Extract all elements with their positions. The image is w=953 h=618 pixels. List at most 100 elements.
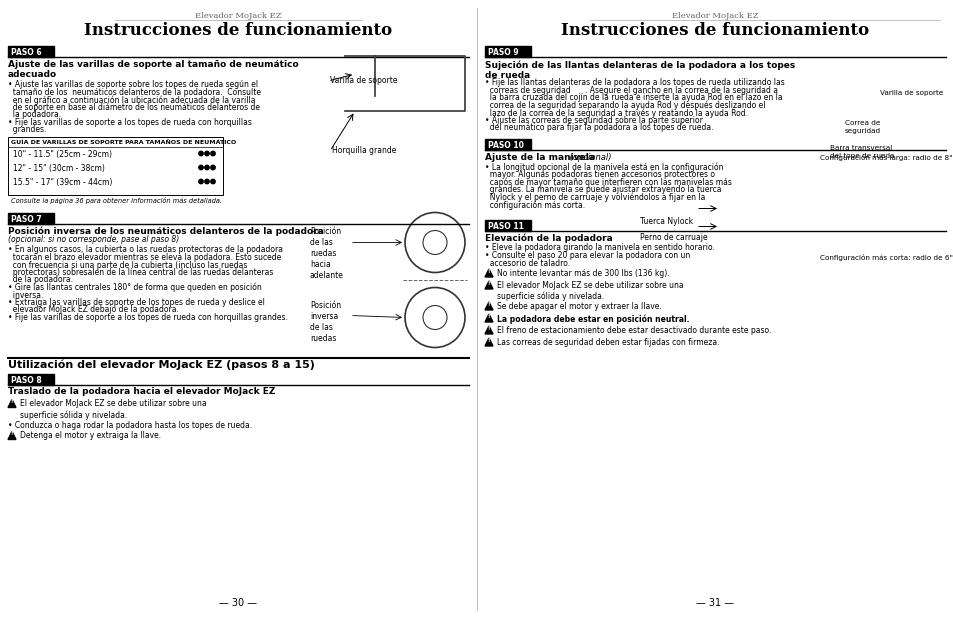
Text: • Eleve la podadora girando la manivela en sentido horario.: • Eleve la podadora girando la manivela … xyxy=(484,243,714,253)
Text: (opcional: si no corresponde, pase al paso 8): (opcional: si no corresponde, pase al pa… xyxy=(8,235,179,245)
Circle shape xyxy=(211,151,215,156)
Bar xyxy=(484,138,531,150)
Text: • Consulte el paso 20 para elevar la podadora con un: • Consulte el paso 20 para elevar la pod… xyxy=(484,251,690,260)
Bar xyxy=(8,373,54,384)
Text: • Extraíga las varillas de soporte de los topes de rueda y deslice el: • Extraíga las varillas de soporte de lo… xyxy=(8,298,265,307)
Text: El elevador MoJack EZ se debe utilizar sobre una
superficie sólida y nivelada.: El elevador MoJack EZ se debe utilizar s… xyxy=(497,281,683,301)
Text: Sujeción de las llantas delanteras de la podadora a los topes
de rueda: Sujeción de las llantas delanteras de la… xyxy=(484,60,795,80)
Text: grandes.: grandes. xyxy=(8,125,47,134)
Text: • La longitud opcional de la manivela está en la configuración: • La longitud opcional de la manivela es… xyxy=(484,163,722,172)
Circle shape xyxy=(211,179,215,184)
Text: Perno de carruaje: Perno de carruaje xyxy=(639,234,707,242)
Polygon shape xyxy=(484,281,493,289)
Text: Elevador MoJack EZ: Elevador MoJack EZ xyxy=(194,12,281,20)
Text: 10" - 11.5" (25cm - 29cm): 10" - 11.5" (25cm - 29cm) xyxy=(13,150,112,158)
Text: PASO 7: PASO 7 xyxy=(11,214,42,224)
Text: del neumático para fijar la podadora a los topes de rueda.: del neumático para fijar la podadora a l… xyxy=(484,123,713,132)
Polygon shape xyxy=(8,431,16,439)
Polygon shape xyxy=(484,338,493,346)
Text: (opcional): (opcional) xyxy=(566,153,611,161)
Text: !: ! xyxy=(487,338,490,343)
Text: • Gire las llantas centrales 180° de forma que queden en posición: • Gire las llantas centrales 180° de for… xyxy=(8,283,261,292)
Text: PASO 6: PASO 6 xyxy=(11,48,42,57)
Text: 12" - 15" (30cm - 38cm): 12" - 15" (30cm - 38cm) xyxy=(13,164,105,172)
Text: Horquilla grande: Horquilla grande xyxy=(332,146,395,155)
Text: Posición inversa de los neumáticos delanteros de la podadora: Posición inversa de los neumáticos delan… xyxy=(8,227,323,236)
Text: Varilla de soporte: Varilla de soporte xyxy=(330,76,397,85)
Circle shape xyxy=(205,179,209,184)
Text: elevador MoJack EZ debajo de la podadora.: elevador MoJack EZ debajo de la podadora… xyxy=(8,305,179,315)
Bar xyxy=(8,137,223,195)
Text: de soporte en base al diámetro de los neumáticos delanteros de: de soporte en base al diámetro de los ne… xyxy=(8,103,260,111)
Text: correa de la seguridad separando la ayuda Rod y después deslizando el: correa de la seguridad separando la ayud… xyxy=(484,101,764,110)
Circle shape xyxy=(211,165,215,170)
Text: !: ! xyxy=(487,326,490,331)
Text: — 31 —: — 31 — xyxy=(696,598,733,608)
Text: Traslado de la podadora hacia el elevador MoJack EZ: Traslado de la podadora hacia el elevado… xyxy=(8,387,275,397)
Text: • Ajuste las correas de seguridad sobre la parte superior: • Ajuste las correas de seguridad sobre … xyxy=(484,116,702,124)
Text: !: ! xyxy=(487,269,490,274)
Text: inversa.: inversa. xyxy=(8,290,43,300)
Text: Elevación de la podadora: Elevación de la podadora xyxy=(484,234,612,243)
Text: • Fije las varillas de soporte a los topes de rueda con horquillas: • Fije las varillas de soporte a los top… xyxy=(8,117,252,127)
Polygon shape xyxy=(484,326,493,334)
Text: en el gráfico a continuación la ubicación adecuada de la varilla: en el gráfico a continuación la ubicació… xyxy=(8,95,255,104)
Text: Instrucciones de funcionamiento: Instrucciones de funcionamiento xyxy=(560,22,868,39)
Text: Correa de
seguridad: Correa de seguridad xyxy=(844,120,881,133)
Text: PASO 9: PASO 9 xyxy=(488,48,518,57)
Text: — 30 —: — 30 — xyxy=(219,598,256,608)
Text: Utilización del elevador MoJack EZ (pasos 8 a 15): Utilización del elevador MoJack EZ (paso… xyxy=(8,360,314,370)
Text: Posición
de las
ruedas
hacia
adelante: Posición de las ruedas hacia adelante xyxy=(310,227,343,280)
Bar xyxy=(8,213,54,224)
Text: No intente levantar más de 300 lbs (136 kg).: No intente levantar más de 300 lbs (136 … xyxy=(497,269,669,278)
Text: grandes. La manivela se puede ajustar extrayendo la tuerca: grandes. La manivela se puede ajustar ex… xyxy=(484,185,720,194)
Text: lazo de la correa de la seguridad a través y reatando la ayuda Rod.: lazo de la correa de la seguridad a trav… xyxy=(484,108,747,117)
Circle shape xyxy=(205,151,209,156)
Circle shape xyxy=(198,179,203,184)
Polygon shape xyxy=(484,269,493,277)
Text: Posición
inversa
de las
ruedas: Posición inversa de las ruedas xyxy=(310,300,341,343)
Text: Configuración más corta: radio de 6" (15 cm): Configuración más corta: radio de 6" (15… xyxy=(820,253,953,261)
Text: de la podadora.: de la podadora. xyxy=(8,276,73,284)
Text: • Ajuste las varillas de soporte sobre los topes de rueda según el: • Ajuste las varillas de soporte sobre l… xyxy=(8,80,258,89)
Polygon shape xyxy=(8,399,16,407)
Text: PASO 8: PASO 8 xyxy=(11,376,42,384)
Text: con frecuencia si una parte de la cubierta (incluso las ruedas: con frecuencia si una parte de la cubier… xyxy=(8,261,247,269)
Text: Instrucciones de funcionamiento: Instrucciones de funcionamiento xyxy=(84,22,392,39)
Text: correas de seguridad      . Asegure el gancho en la correa de la seguridad a: correas de seguridad . Asegure el gancho… xyxy=(484,85,778,95)
Text: • En algunos casos, la cubierta o las ruedas protectoras de la podadora: • En algunos casos, la cubierta o las ru… xyxy=(8,245,283,255)
Text: mayor. Algunas podadoras tienen accesorios protectores o: mayor. Algunas podadoras tienen accesori… xyxy=(484,170,714,179)
Text: Varilla de soporte: Varilla de soporte xyxy=(879,90,943,96)
Text: !: ! xyxy=(487,281,490,286)
Text: !: ! xyxy=(487,302,490,307)
Text: Barra transversal
del tope de rueda: Barra transversal del tope de rueda xyxy=(829,145,894,158)
Text: !: ! xyxy=(10,399,13,404)
Text: PASO 10: PASO 10 xyxy=(488,140,523,150)
Text: Nylock y el perno de carruaje y volviéndolos a fijar en la: Nylock y el perno de carruaje y volviénd… xyxy=(484,192,704,202)
Text: !: ! xyxy=(10,431,13,436)
Text: Consulte la página 36 para obtener información más detallada.: Consulte la página 36 para obtener infor… xyxy=(11,197,222,203)
Circle shape xyxy=(205,165,209,170)
Text: El freno de estacionamiento debe estar desactivado durante este paso.: El freno de estacionamiento debe estar d… xyxy=(497,326,771,335)
Text: accesorio de taladro.: accesorio de taladro. xyxy=(484,258,570,268)
Polygon shape xyxy=(484,302,493,310)
Text: • Conduzca o haga rodar la podadora hasta los topes de rueda.: • Conduzca o haga rodar la podadora hast… xyxy=(8,421,252,431)
Text: 15.5" - 17" (39cm - 44cm): 15.5" - 17" (39cm - 44cm) xyxy=(13,177,112,187)
Circle shape xyxy=(198,151,203,156)
Bar xyxy=(484,219,531,231)
Text: Las correas de seguridad deben estar fijadas con firmeza.: Las correas de seguridad deben estar fij… xyxy=(497,338,719,347)
Text: !: ! xyxy=(487,314,490,319)
Text: GUÍA DE VARILLAS DE SOPORTE PARA TAMAÑOS DE NEUMÁTICO: GUÍA DE VARILLAS DE SOPORTE PARA TAMAÑOS… xyxy=(11,140,236,145)
Text: la barra cruzada del cojín de la rueda e inserte la ayuda Rod en el lazo en la: la barra cruzada del cojín de la rueda e… xyxy=(484,93,781,102)
Circle shape xyxy=(198,165,203,170)
Text: la podadora.: la podadora. xyxy=(8,110,61,119)
Text: La podadora debe estar en posición neutral.: La podadora debe estar en posición neutr… xyxy=(497,314,689,323)
Text: protectoras) sobresalen de la línea central de las ruedas delanteras: protectoras) sobresalen de la línea cent… xyxy=(8,268,274,277)
Bar xyxy=(484,46,531,57)
Text: tocarán el brazo elevador mientras se eleva la podadora. Esto sucede: tocarán el brazo elevador mientras se el… xyxy=(8,253,281,262)
Text: Configuración más larga: radio de 8" (20 cm): Configuración más larga: radio de 8" (20… xyxy=(820,153,953,161)
Text: configuración más corta.: configuración más corta. xyxy=(484,200,584,210)
Text: El elevador MoJack EZ se debe utilizar sobre una
superficie sólida y nivelada.: El elevador MoJack EZ se debe utilizar s… xyxy=(20,399,207,420)
Text: Se debe apagar el motor y extraer la llave.: Se debe apagar el motor y extraer la lla… xyxy=(497,302,661,311)
Text: • Fije las varillas de soporte a los topes de rueda con horquillas grandes.: • Fije las varillas de soporte a los top… xyxy=(8,313,288,322)
